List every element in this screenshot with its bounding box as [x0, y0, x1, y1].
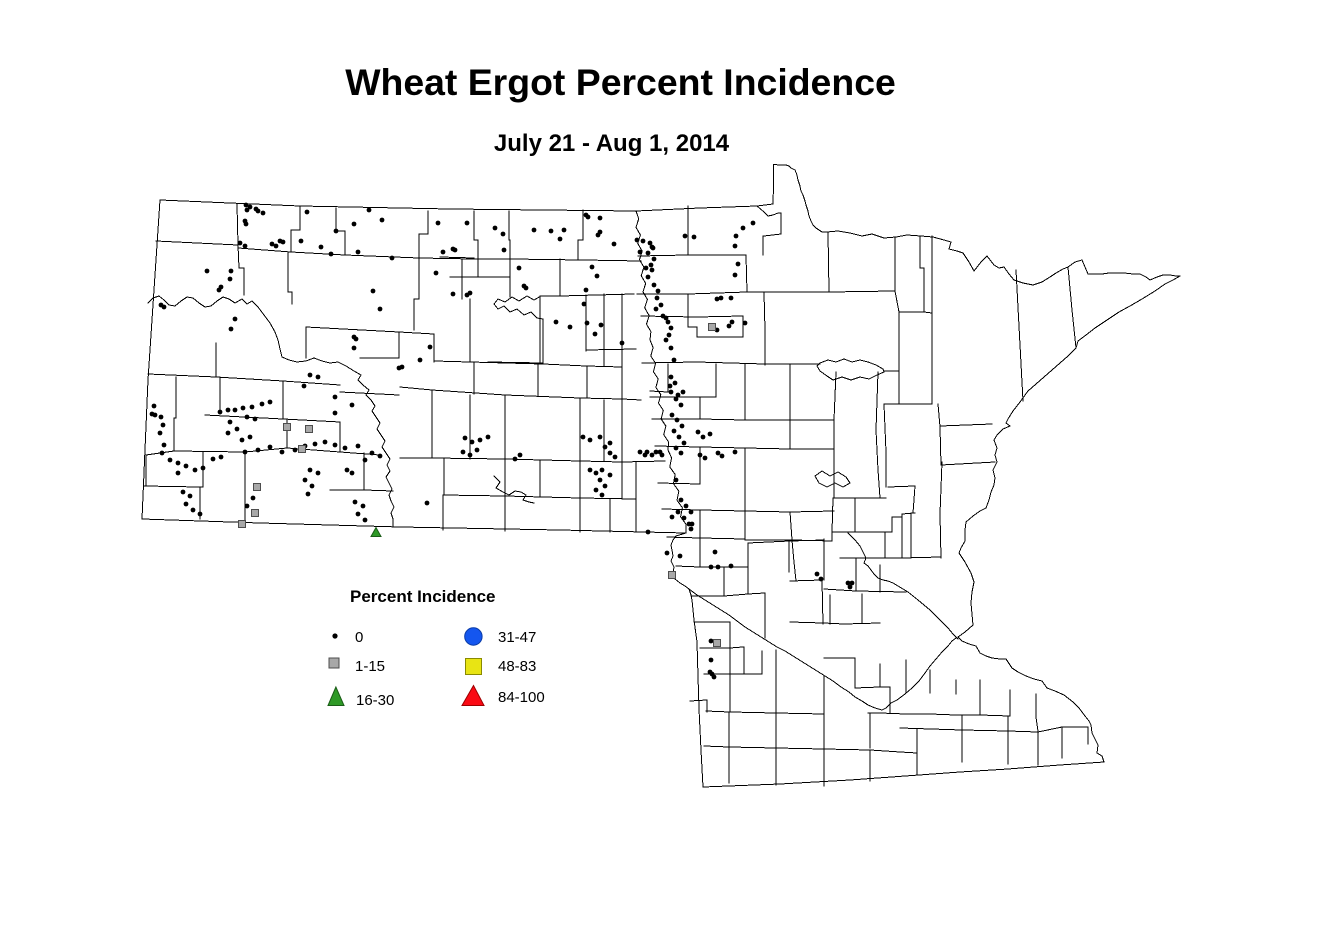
svg-text:31-47: 31-47: [498, 629, 536, 646]
svg-text:0: 0: [355, 629, 363, 646]
svg-text:Percent Incidence: Percent Incidence: [350, 587, 496, 606]
svg-text:48-83: 48-83: [498, 658, 536, 675]
svg-text:1-15: 1-15: [355, 658, 385, 675]
svg-text:84-100: 84-100: [498, 689, 545, 706]
svg-text:16-30: 16-30: [356, 692, 394, 709]
